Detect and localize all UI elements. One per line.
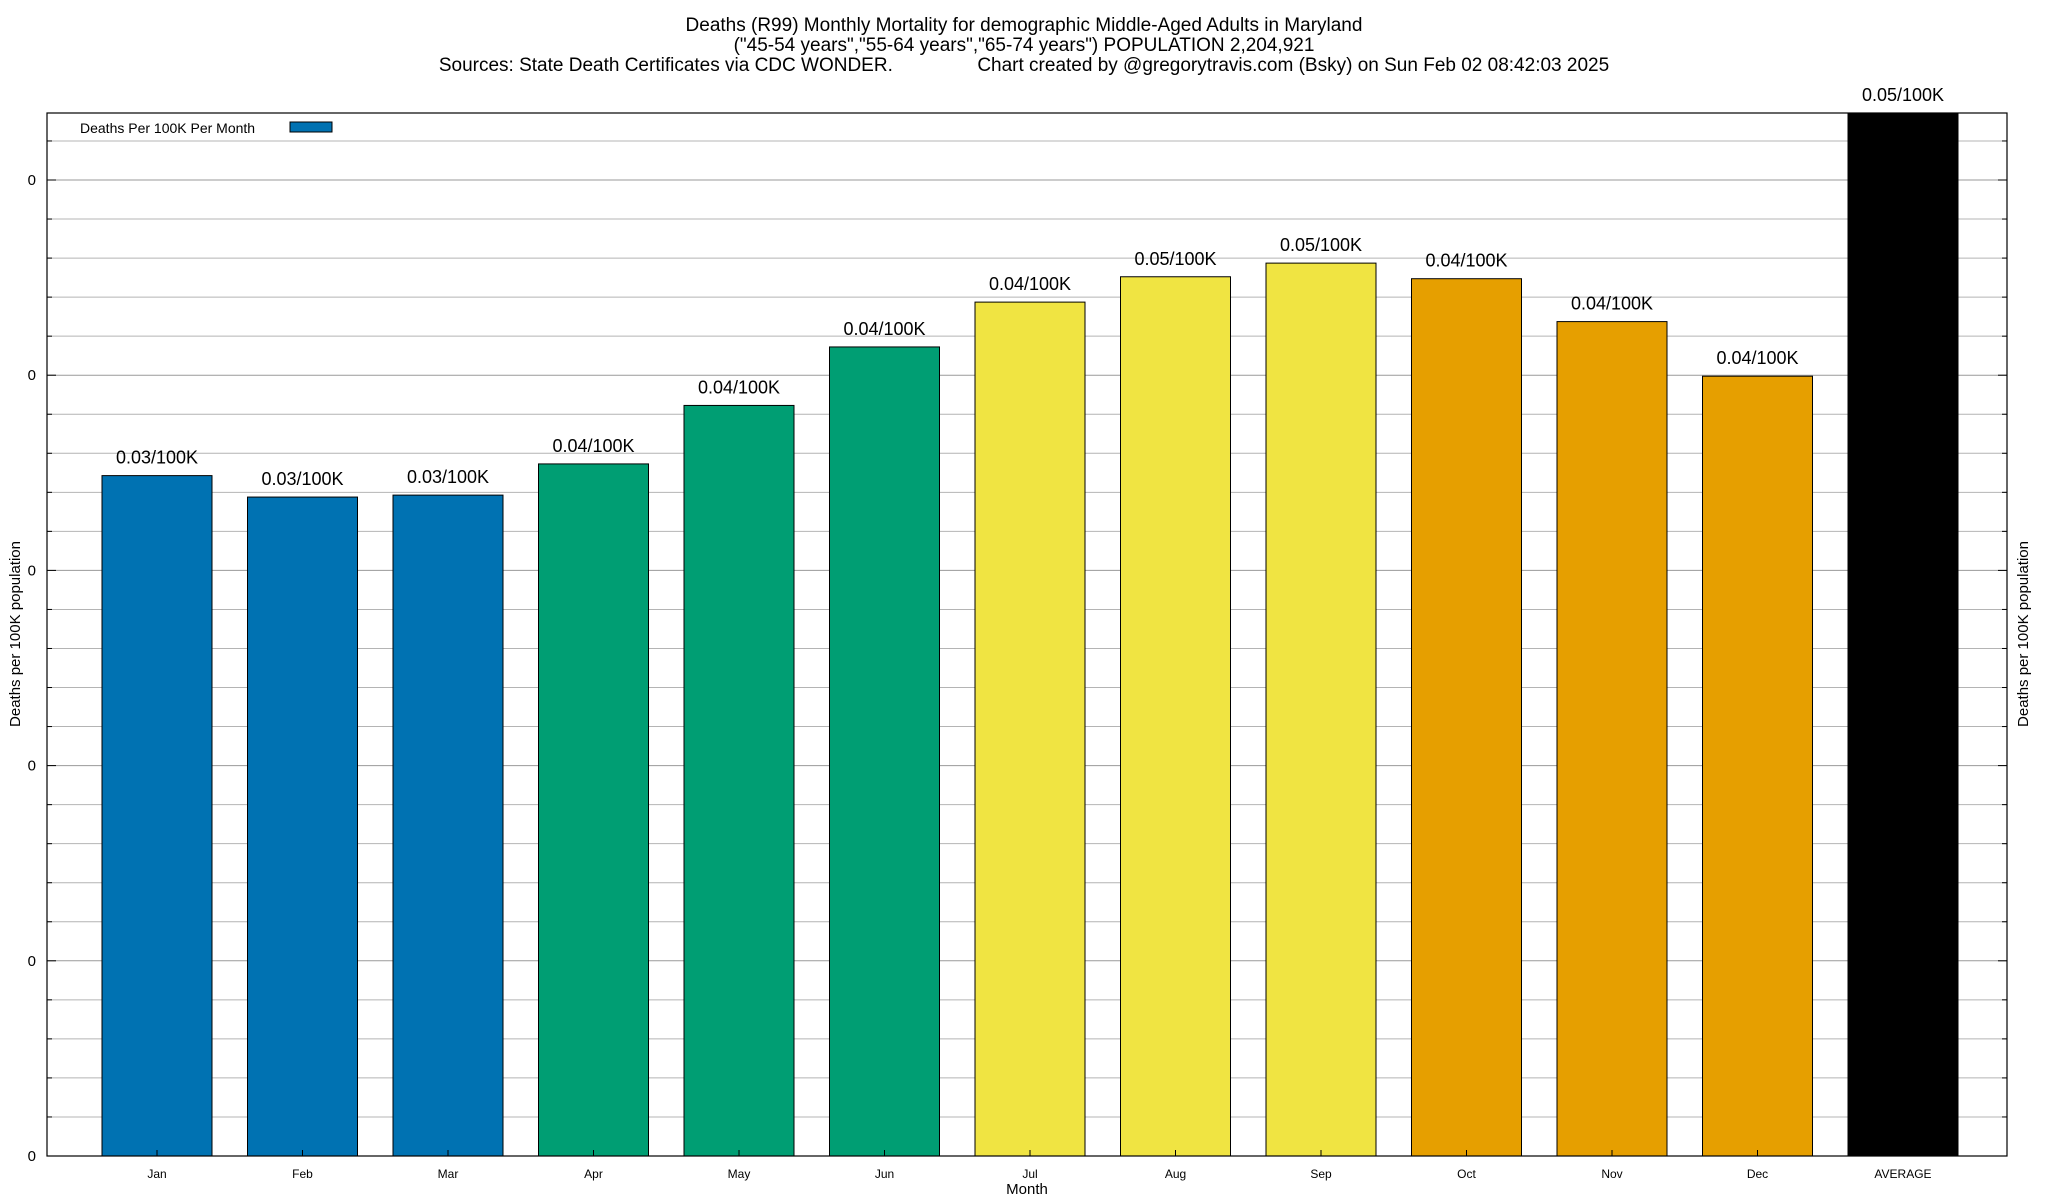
- bar-sep: [1265, 262, 1377, 1157]
- y-tick-label: 0: [28, 758, 36, 775]
- bar-jan: [101, 475, 213, 1157]
- bar-value-label: 0.05/100K: [1134, 249, 1216, 269]
- x-tick-label: Nov: [1601, 1167, 1622, 1181]
- bar-value-label: 0.04/100K: [989, 274, 1071, 294]
- chart-title-line-3: Sources: State Death Certificates via CD…: [439, 55, 1609, 76]
- bar-feb: [247, 496, 358, 1157]
- y-axis-title-right: Deaths per 100K population: [2015, 541, 2032, 727]
- bars: 0.03/100K 0.03/100K 0.03/100K 0.04/100K 0.04…: [101, 85, 1959, 1157]
- x-tick-label: Oct: [1457, 1167, 1476, 1181]
- x-tick-label: Jan: [147, 1167, 166, 1181]
- bar-value-label: 0.04/100K: [698, 377, 780, 397]
- bar-mar: [392, 494, 504, 1157]
- x-tick-label: Jul: [1022, 1167, 1037, 1181]
- x-tick-label: Apr: [584, 1167, 603, 1181]
- y-tick-label: 0: [28, 172, 36, 189]
- x-tick-label: Aug: [1165, 1167, 1186, 1181]
- y-tick-label: 0: [28, 1148, 36, 1165]
- bar-average: [1847, 112, 1959, 1157]
- chart-title-line-2: ("45-54 years","55-64 years","65-74 year…: [734, 35, 1315, 56]
- x-tick-label: AVERAGE: [1874, 1167, 1931, 1181]
- plot-frame: [46, 112, 2008, 1157]
- x-tick-label: Jun: [875, 1167, 894, 1181]
- bar-value-label: 0.04/100K: [1716, 348, 1798, 368]
- bar-value-label: 0.03/100K: [261, 469, 343, 489]
- x-tick-label: May: [728, 1167, 751, 1181]
- y-tick-label: 0: [28, 367, 36, 384]
- bar-jul: [974, 301, 1086, 1157]
- bar-value-label: 0.03/100K: [116, 448, 198, 468]
- legend-label: Deaths Per 100K Per Month: [80, 120, 255, 136]
- y-tick-label: 0: [28, 953, 36, 970]
- bar-oct: [1411, 278, 1522, 1157]
- bar-may: [683, 404, 795, 1157]
- bar-value-label: 0.04/100K: [1571, 294, 1653, 314]
- legend-swatch: [289, 121, 333, 133]
- bar-value-label: 0.04/100K: [552, 436, 634, 456]
- x-tick-label: Sep: [1310, 1167, 1332, 1181]
- chart-title-line-1: Deaths (R99) Monthly Mortality for demog…: [686, 15, 1363, 36]
- bar-value-label: 0.05/100K: [1280, 235, 1362, 255]
- axis-ticks: 0 0 0 0 0 0 Jan Feb Mar Apr May Jun Jul Aug Sep Oct Nov D…: [28, 140, 2007, 1181]
- bar-value-label: 0.03/100K: [407, 467, 489, 487]
- bar-jun: [829, 346, 940, 1157]
- x-tick-label: Mar: [438, 1167, 459, 1181]
- y-axis-title-left: Deaths per 100K population: [7, 541, 24, 727]
- bar-value-label: 0.04/100K: [1425, 251, 1507, 271]
- x-axis-title: Month: [1006, 1181, 1048, 1198]
- bar-apr: [538, 463, 649, 1157]
- x-tick-label: Feb: [292, 1167, 313, 1181]
- y-tick-label: 0: [28, 562, 36, 579]
- x-tick-label: Dec: [1747, 1167, 1768, 1181]
- bar-aug: [1120, 276, 1231, 1157]
- bar-dec: [1702, 375, 1813, 1157]
- legend: Deaths Per 100K Per Month: [80, 120, 333, 136]
- bar-value-label: 0.04/100K: [843, 319, 925, 339]
- bar-value-label: 0.05/100K: [1862, 85, 1944, 105]
- bar-nov: [1556, 321, 1668, 1157]
